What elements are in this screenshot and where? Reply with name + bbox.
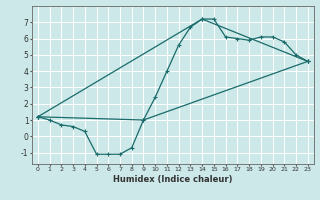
X-axis label: Humidex (Indice chaleur): Humidex (Indice chaleur) [113,175,233,184]
